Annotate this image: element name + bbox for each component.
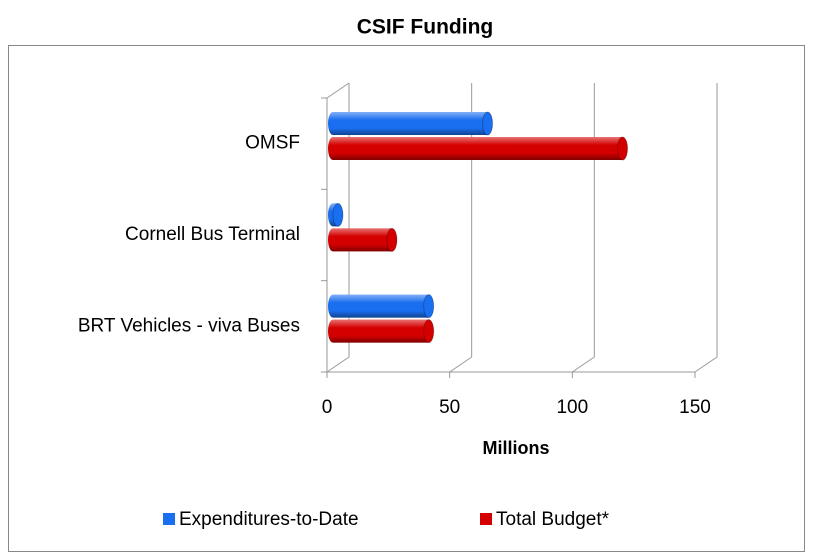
bar-cap bbox=[616, 136, 628, 161]
legend-swatch bbox=[480, 513, 492, 525]
bar-shade bbox=[328, 294, 434, 318]
x-axis-label: Millions bbox=[483, 438, 550, 458]
x-tick-label: 0 bbox=[322, 397, 333, 418]
bar-cap bbox=[423, 294, 435, 319]
y-axis-depth bbox=[326, 82, 350, 99]
y-tick-label: BRT Vehicles - viva Buses bbox=[78, 315, 300, 336]
bar-cap bbox=[386, 227, 398, 252]
bar-shade bbox=[328, 137, 628, 160]
legend-label: Expenditures-to-Date bbox=[179, 509, 359, 530]
legend-label: Total Budget* bbox=[496, 509, 610, 530]
bar-shade bbox=[328, 228, 397, 252]
bar-cap bbox=[423, 319, 435, 344]
grid-line bbox=[694, 356, 718, 373]
bar-cap bbox=[332, 202, 344, 227]
grid-line bbox=[326, 356, 350, 373]
bar-shade bbox=[328, 112, 493, 135]
y-tick-label: OMSF bbox=[245, 133, 300, 154]
chart-title: CSIF Funding bbox=[357, 16, 493, 39]
x-tick-label: 50 bbox=[439, 397, 460, 418]
x-tick-label: 100 bbox=[556, 397, 588, 418]
x-tick-label: 150 bbox=[679, 397, 711, 418]
y-tick-label: Cornell Bus Terminal bbox=[125, 224, 300, 245]
bar-shade bbox=[328, 319, 434, 343]
grid-line bbox=[572, 356, 595, 373]
legend-swatch bbox=[163, 513, 175, 525]
grid-line bbox=[449, 356, 472, 373]
chart-frame bbox=[8, 45, 805, 552]
bar-cap bbox=[482, 111, 494, 136]
